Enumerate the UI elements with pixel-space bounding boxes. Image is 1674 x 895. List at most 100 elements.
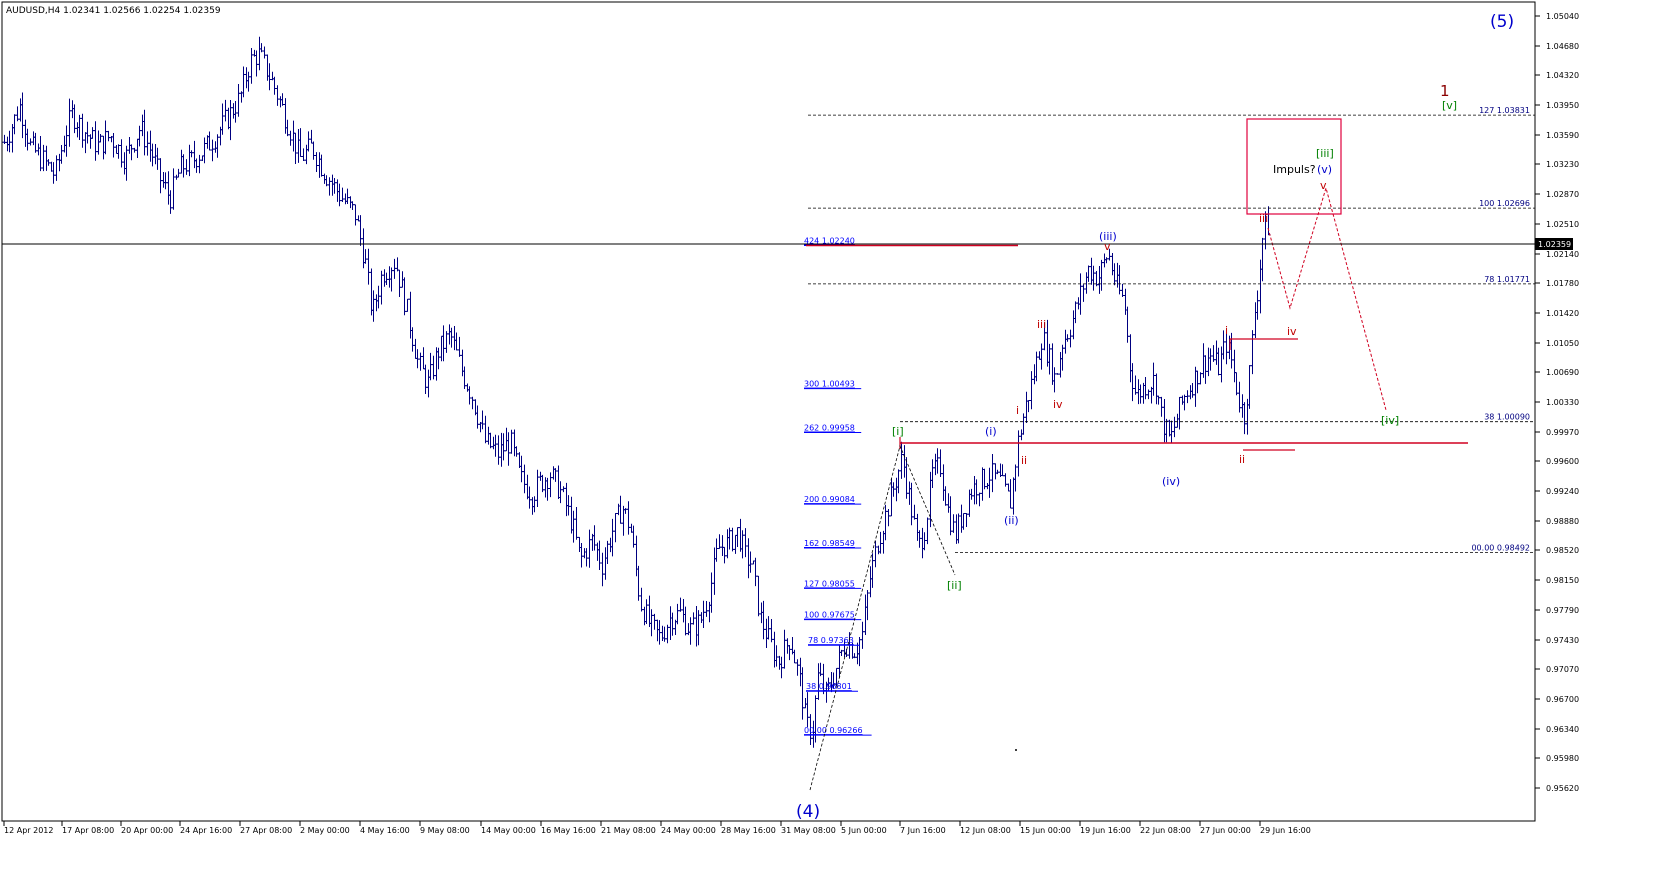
fibonacci-levels: 424 1.02240 300 1.00493 262 0.99958 200 0.9…	[804, 106, 1535, 736]
wave-label-i-red-right: i	[1225, 324, 1228, 337]
wave-label-i-green: [i]	[892, 425, 904, 438]
price-tick-label: 1.01050	[1546, 339, 1579, 348]
wave-label-iv-green-projection: [iv]	[1381, 414, 1399, 427]
fib-left-label: 38 0.96801	[806, 682, 852, 691]
time-tick-label: 17 Apr 08:00	[62, 826, 114, 835]
time-tick-label: 31 May 08:00	[781, 826, 836, 835]
price-bars	[2, 36, 1271, 748]
price-tick-label: 0.96340	[1546, 725, 1579, 734]
time-tick-label: 28 May 16:00	[721, 826, 776, 835]
fib-left-label: 424 1.02240	[804, 237, 855, 246]
wave-label-4: (4)	[796, 802, 820, 822]
time-tick-label: 21 May 08:00	[601, 826, 656, 835]
impuls-question-label: Impuls?	[1273, 163, 1316, 176]
time-tick-label: 24 May 00:00	[661, 826, 716, 835]
time-tick-label: 14 May 00:00	[481, 826, 536, 835]
wave-label-i-blue: (i)	[985, 425, 997, 438]
fib-right-label: 38 1.00090	[1484, 413, 1530, 422]
wave-label-5: (5)	[1490, 12, 1514, 32]
price-tick-label: 0.97070	[1546, 665, 1579, 674]
wave-label-iii-red-top: iii	[1259, 212, 1268, 225]
price-tick-label: 1.02140	[1546, 250, 1579, 259]
wave-label-ii-red-left: ii	[1021, 454, 1027, 467]
marker-dot	[1015, 749, 1017, 751]
wave-label-ii-red-right: ii	[1239, 453, 1245, 466]
time-tick-label: 22 Jun 08:00	[1140, 826, 1191, 835]
time-tick-label: 7 Jun 16:00	[900, 826, 946, 835]
time-tick-label: 27 Jun 00:00	[1200, 826, 1251, 835]
wave-label-v-red-mid: v	[1104, 240, 1111, 253]
fib-left-label: 300 1.00493	[804, 380, 855, 389]
price-tick-label: 1.04680	[1546, 42, 1579, 51]
fib-right-label: 00.00 0.98492	[1471, 544, 1530, 553]
price-tick-label: 1.00690	[1546, 368, 1579, 377]
wave-label-1: 1	[1440, 82, 1450, 100]
wave-label-iii-red-left: iii	[1037, 318, 1046, 331]
price-tick-label: 0.99240	[1546, 487, 1579, 496]
current-price-marker: 1.02359	[1535, 238, 1573, 250]
analysis-drawings	[806, 118, 1468, 791]
time-tick-label: 5 Jun 00:00	[841, 826, 887, 835]
price-tick-label: 1.04320	[1546, 71, 1579, 80]
wave-label-ii-blue: (ii)	[1004, 514, 1019, 527]
price-tick-label: 0.95620	[1546, 784, 1579, 793]
time-tick-label: 12 Apr 2012	[4, 826, 53, 835]
wave-label-i-red-left: i	[1016, 404, 1019, 417]
price-tick-label: 1.05040	[1546, 12, 1579, 21]
chart-frame	[1, 1, 1536, 822]
wave-projection-path	[1267, 186, 1387, 411]
price-axis: 1.05040 1.04680 1.04320 1.03950 1.03590 1.032…	[1535, 12, 1579, 793]
fib-right-label: 100 1.02696	[1479, 199, 1530, 208]
time-tick-label: 15 Jun 00:00	[1020, 826, 1071, 835]
time-tick-label: 4 May 16:00	[360, 826, 410, 835]
time-tick-label: 12 Jun 08:00	[960, 826, 1011, 835]
price-tick-label: 1.03590	[1546, 131, 1579, 140]
time-tick-label: 27 Apr 08:00	[240, 826, 292, 835]
price-tick-label: 0.99600	[1546, 457, 1579, 466]
fib-left-label: 262 0.99958	[804, 424, 855, 433]
wave-label-v-red-projection: v	[1320, 179, 1327, 192]
wave-label-ii-green: [ii]	[947, 579, 962, 592]
time-tick-label: 16 May 16:00	[541, 826, 596, 835]
wave-i-ii-dashed	[809, 444, 956, 791]
wave-label-iv-red-projection: iv	[1287, 325, 1297, 338]
wave-label-iii-blue: (iii)	[1099, 230, 1117, 243]
price-tick-label: 0.98150	[1546, 576, 1579, 585]
target-zone-box	[1246, 118, 1342, 215]
price-tick-label: 1.02510	[1546, 220, 1579, 229]
price-tick-label: 0.96700	[1546, 695, 1579, 704]
fib-left-label: 78 0.97363	[808, 636, 854, 645]
time-tick-label: 19 Jun 16:00	[1080, 826, 1131, 835]
fib-left-label: 162 0.98549	[804, 539, 855, 548]
fib-right-label: 78 1.01771	[1484, 275, 1530, 284]
time-axis: 12 Apr 2012 17 Apr 08:00 20 Apr 00:00 24 Ap…	[3, 821, 1311, 835]
price-tick-label: 1.02870	[1546, 190, 1579, 199]
fib-left-label: 100 0.97675	[804, 611, 855, 620]
time-tick-label: 9 May 08:00	[420, 826, 470, 835]
fib-left-label: 00.00 0.96266	[804, 726, 863, 735]
price-tick-label: 0.95980	[1546, 754, 1579, 763]
price-tick-label: 0.99970	[1546, 428, 1579, 437]
price-tick-label: 1.00330	[1546, 398, 1579, 407]
price-tick-label: 1.01780	[1546, 279, 1579, 288]
time-tick-label: 29 Jun 16:00	[1260, 826, 1311, 835]
wave-label-v-green: [v]	[1442, 99, 1457, 112]
time-tick-label: 24 Apr 16:00	[180, 826, 232, 835]
current-price-value: 1.02359	[1538, 240, 1571, 249]
time-tick-label: 2 May 00:00	[300, 826, 350, 835]
wave-label-iii-green: [iii]	[1316, 147, 1334, 160]
fib-right-label: 127 1.03831	[1479, 106, 1530, 115]
chart-title: AUDUSD,H4 1.02341 1.02566 1.02254 1.0235…	[6, 6, 221, 16]
price-tick-label: 0.98880	[1546, 517, 1579, 526]
price-tick-label: 1.03230	[1546, 160, 1579, 169]
fib-left-label: 200 0.99084	[804, 495, 855, 504]
price-tick-label: 0.97430	[1546, 636, 1579, 645]
wave-label-v-blue: (v)	[1317, 163, 1332, 176]
price-tick-label: 0.97790	[1546, 606, 1579, 615]
price-tick-label: 1.01420	[1546, 309, 1579, 318]
price-tick-label: 1.03950	[1546, 101, 1579, 110]
wave-labels: (5) 1 [v] [iii] Impuls? (v) v iii (iii) …	[796, 12, 1514, 822]
fib-left-label: 127 0.98055	[804, 579, 855, 588]
price-tick-label: 0.98520	[1546, 546, 1579, 555]
